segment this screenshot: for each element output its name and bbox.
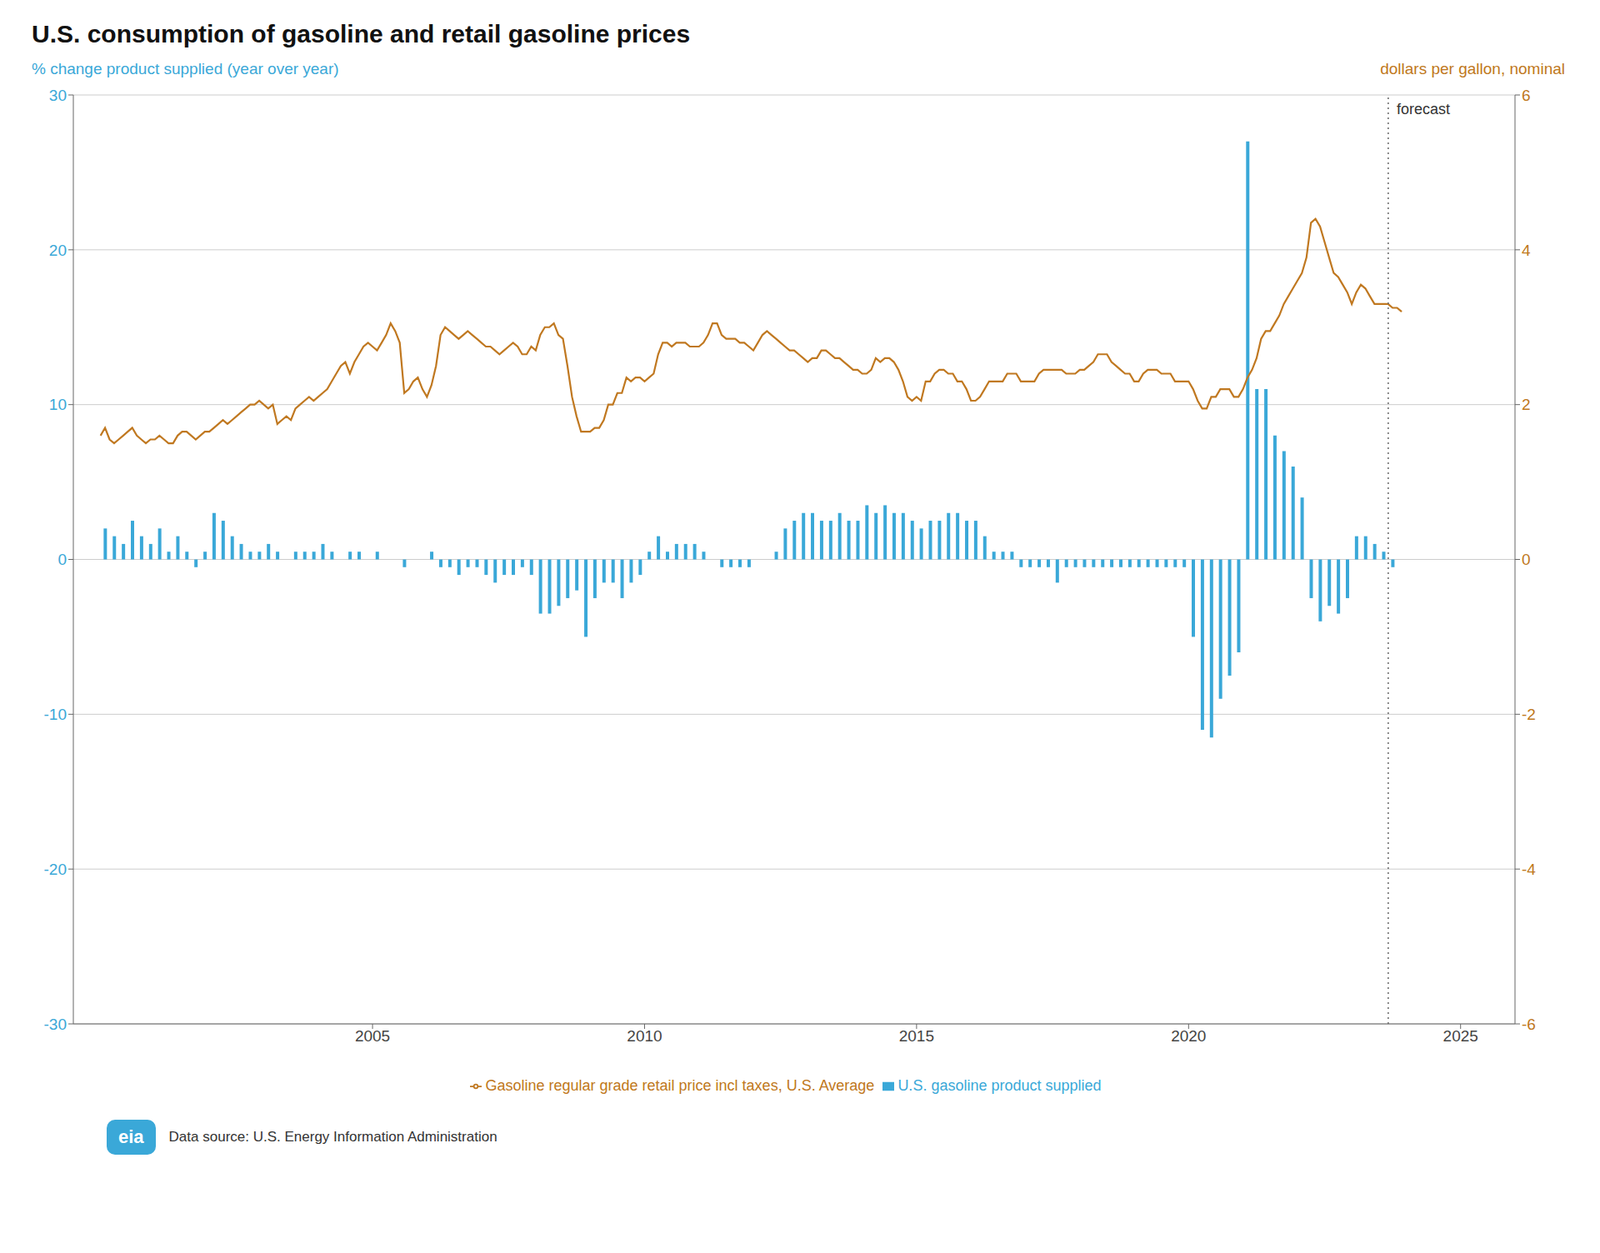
html-text:U.S. gasoline product supplied: U.S. gasoline product supplied <box>897 1077 1102 1095</box>
svg-text:2020: 2020 <box>1170 1027 1206 1045</box>
html-text:U.S. consumption of gasoline a: U.S. consumption of gasoline and retail … <box>31 20 691 48</box>
svg-text:2015: 2015 <box>899 1027 935 1045</box>
svg-text:30: 30 <box>49 86 67 105</box>
html-text:eia: eia <box>118 1126 144 1148</box>
html-text:% change product supplied (yea: % change product supplied (year over yea… <box>31 60 339 78</box>
svg-text:-4: -4 <box>1521 860 1536 879</box>
svg-text:2025: 2025 <box>1443 1027 1479 1045</box>
svg-text:-20: -20 <box>44 860 67 879</box>
html-text:Gasoline regular grade retail: Gasoline regular grade retail price incl… <box>485 1077 875 1095</box>
svg-text:-10: -10 <box>44 705 67 724</box>
svg-text:20: 20 <box>49 241 67 260</box>
svg-text:forecast: forecast <box>1396 100 1450 118</box>
svg-text:2: 2 <box>1521 395 1531 414</box>
svg-text:-2: -2 <box>1521 705 1536 724</box>
svg-text:2005: 2005 <box>355 1027 390 1045</box>
html-text:dollars per gallon, nominal: dollars per gallon, nominal <box>1380 60 1565 78</box>
html-text:Data source: U.S. Energy Infor: Data source: U.S. Energy Information Adm… <box>168 1129 498 1145</box>
svg-text:-30: -30 <box>44 1015 67 1034</box>
svg-text:4: 4 <box>1521 241 1531 260</box>
svg-text:10: 10 <box>49 395 67 414</box>
svg-text:-6: -6 <box>1521 1015 1536 1034</box>
svg-text:0: 0 <box>1521 550 1531 569</box>
svg-text:0: 0 <box>57 550 67 569</box>
svg-text:6: 6 <box>1521 86 1531 105</box>
svg-text:2010: 2010 <box>626 1027 662 1045</box>
